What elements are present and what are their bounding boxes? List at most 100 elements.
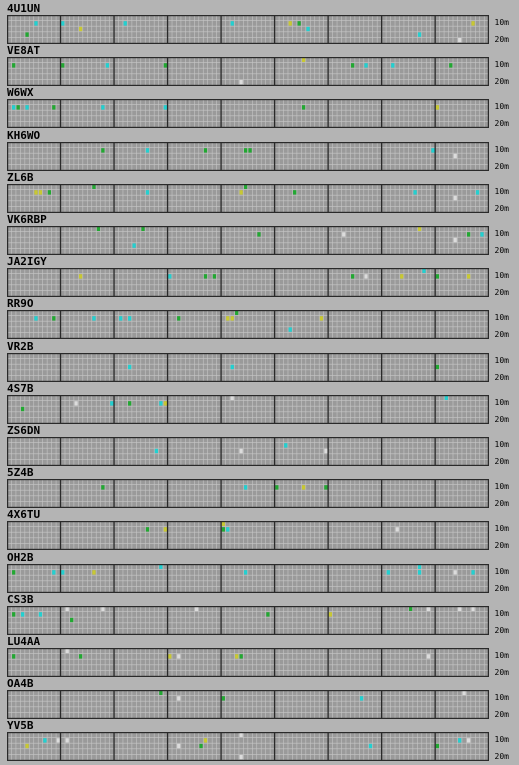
beacon-row-lu4aa: LU4AA 10m 20m: [0, 635, 519, 679]
spot-green: [409, 606, 413, 611]
beacon-row-ja2igy: JA2IGY 10m 20m: [0, 255, 519, 299]
spot-cyan: [359, 696, 364, 701]
grid-border: [7, 521, 489, 551]
spot-cyan: [306, 26, 310, 32]
band-label-20m: 20m: [494, 457, 509, 466]
band-label-10m: 10m: [494, 735, 509, 745]
spot-grid-svg: [7, 648, 489, 677]
band-label-10m: 10m: [494, 229, 509, 238]
band-label-20m: 20m: [494, 541, 509, 551]
spot-green: [351, 274, 355, 279]
grid-border: [7, 310, 489, 340]
grid-border: [7, 15, 489, 44]
band-label-10m: 10m: [494, 144, 509, 154]
spot-green: [92, 184, 96, 189]
spot-yellow: [417, 226, 422, 231]
spot-green: [52, 105, 56, 110]
station-label: OH2B: [7, 550, 34, 564]
spot-yellow: [400, 274, 404, 279]
spot-grid: [7, 437, 489, 466]
spot-yellow: [301, 57, 306, 63]
spot-yellow: [163, 527, 167, 532]
beacon-row-yv5b: YV5B 10m 20m: [0, 719, 519, 763]
spot-white: [177, 744, 181, 749]
band-label-20m: 20m: [494, 330, 509, 340]
spot-grid-svg: [7, 57, 489, 87]
grid-border: [7, 183, 489, 213]
spot-grid-svg: [7, 732, 489, 762]
spot-cyan: [132, 243, 136, 248]
spot-cyan: [417, 32, 422, 37]
band-label-20m: 20m: [494, 752, 509, 762]
spot-cyan: [284, 443, 288, 448]
beacon-row-zl6b: ZL6B 10m 20m: [0, 171, 519, 215]
spot-white: [462, 690, 466, 696]
beacon-row-kh6wo: KH6WO 10m 20m: [0, 129, 519, 173]
spot-grid-svg: [7, 521, 489, 551]
spot-white: [177, 696, 181, 701]
spot-cyan: [145, 189, 150, 195]
spot-cyan: [226, 527, 230, 532]
station-label: VE8AT: [7, 44, 41, 58]
spot-cyan: [471, 569, 475, 575]
spot-green: [239, 654, 243, 659]
band-label-10m: 10m: [494, 355, 509, 365]
band-label-10m: 10m: [494, 102, 509, 112]
spot-yellow: [230, 316, 234, 321]
spot-cyan: [128, 364, 132, 369]
spot-yellow: [203, 738, 208, 743]
band-label-10m: 10m: [494, 313, 509, 323]
spot-yellow: [319, 316, 324, 321]
beacon-row-4s7b: 4S7B 10m 20m: [0, 381, 519, 426]
spot-yellow: [226, 316, 230, 321]
spot-yellow: [435, 105, 440, 110]
station-label: VR2B: [7, 339, 34, 353]
spot-white: [342, 232, 346, 237]
spot-cyan: [105, 63, 109, 68]
spot-green: [212, 274, 217, 279]
spot-white: [65, 648, 69, 653]
spot-yellow: [221, 521, 225, 527]
spot-white: [453, 569, 457, 575]
band-label-20m: 20m: [494, 668, 509, 677]
beacon-row-oa4b: OA4B 10m 20m: [0, 677, 519, 721]
spot-yellow: [78, 26, 83, 32]
spot-white: [239, 448, 243, 454]
spot-white: [324, 448, 328, 454]
spot-white: [230, 395, 234, 400]
spot-cyan: [391, 63, 395, 68]
spot-green: [449, 63, 453, 68]
spot-white: [458, 38, 462, 43]
band-label-10m: 10m: [494, 608, 509, 618]
spot-white: [194, 606, 199, 611]
beacon-row-vk6rbp: VK6RBP 10m 20m: [0, 213, 519, 257]
station-label: OA4B: [7, 677, 34, 691]
spot-grid-svg: [7, 563, 489, 593]
beacon-row-4x6tu: 4X6TU 10m 20m: [0, 508, 519, 552]
spot-white: [453, 153, 457, 158]
spot-green: [203, 274, 208, 279]
spot-yellow: [301, 485, 306, 490]
grid-border: [7, 141, 489, 171]
spot-grid-svg: [7, 99, 489, 129]
spot-cyan: [52, 569, 56, 575]
spot-yellow: [38, 189, 43, 195]
grid-border: [7, 479, 489, 509]
spot-cyan: [368, 744, 373, 749]
spot-grid: [7, 141, 489, 171]
spot-green: [177, 316, 181, 321]
spot-grid: [7, 15, 489, 44]
station-label: 4S7B: [7, 381, 34, 395]
spot-cyan: [364, 63, 368, 68]
station-label: 4U1UN: [7, 2, 41, 15]
spot-grid: [7, 99, 489, 129]
spot-white: [65, 738, 69, 743]
band-label-10m: 10m: [494, 271, 509, 281]
spot-yellow: [168, 654, 172, 659]
spot-cyan: [34, 316, 38, 321]
spot-grid: [7, 479, 489, 509]
spot-cyan: [61, 21, 65, 26]
spot-green: [435, 364, 440, 369]
spot-cyan: [145, 147, 150, 153]
spot-green: [61, 63, 65, 68]
